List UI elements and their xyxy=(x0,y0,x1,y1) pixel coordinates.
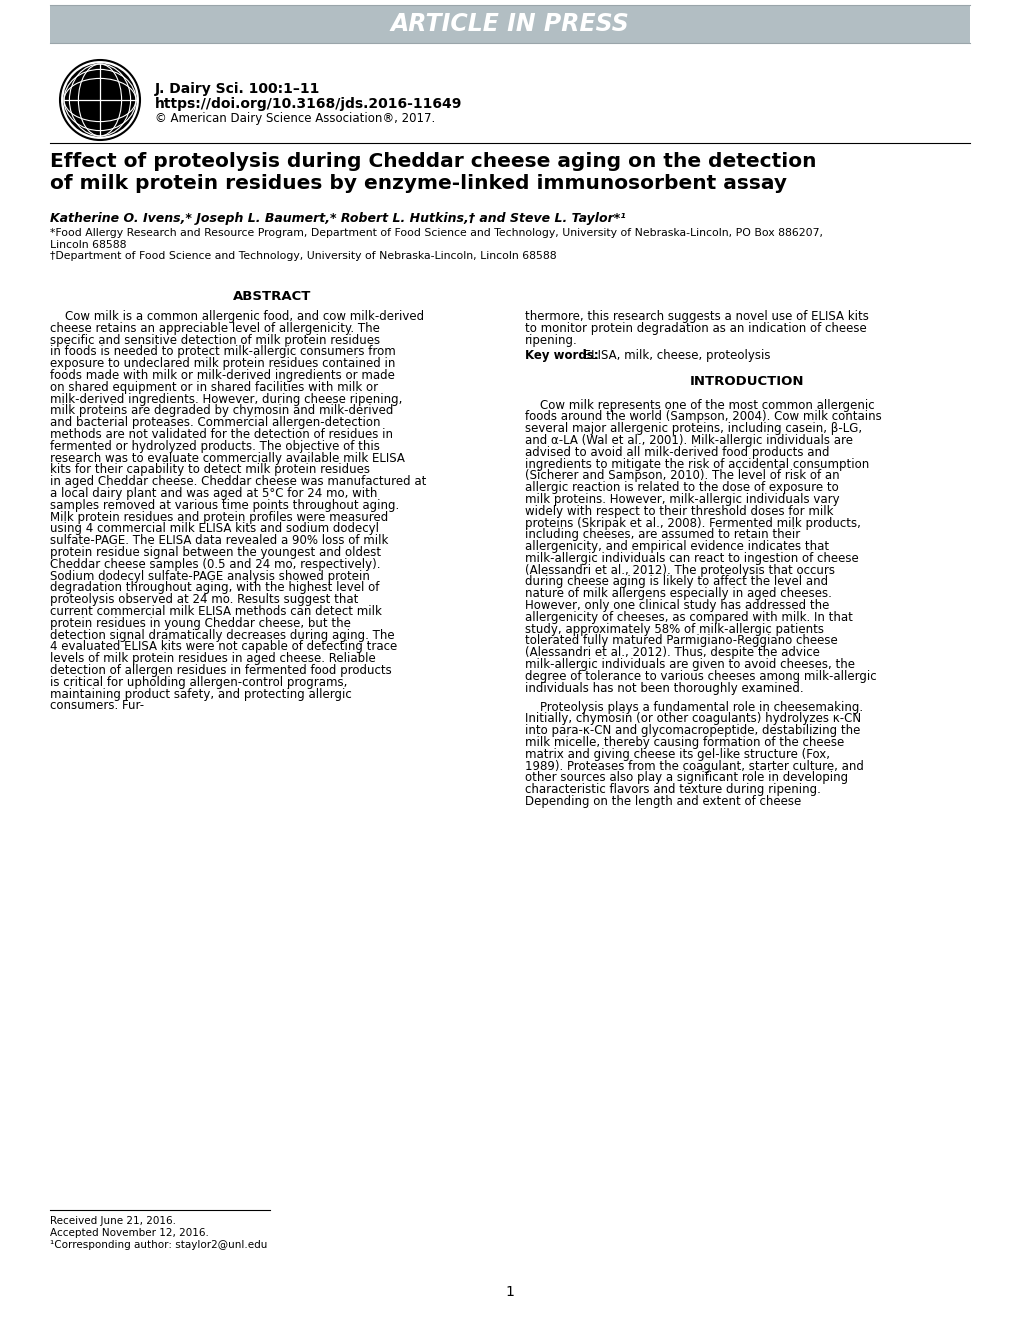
Text: detection of allergen residues in fermented food products: detection of allergen residues in fermen… xyxy=(50,664,391,677)
Text: foods made with milk or milk-derived ingredients or made: foods made with milk or milk-derived ing… xyxy=(50,370,394,381)
Text: Proteolysis plays a fundamental role in cheesemaking.: Proteolysis plays a fundamental role in … xyxy=(525,701,862,714)
Text: including cheeses, are assumed to retain their: including cheeses, are assumed to retain… xyxy=(525,528,800,541)
Text: 4 evaluated ELISA kits were not capable of detecting trace: 4 evaluated ELISA kits were not capable … xyxy=(50,640,396,653)
Text: © American Dairy Science Association®, 2017.: © American Dairy Science Association®, 2… xyxy=(155,112,435,125)
Text: milk proteins are degraded by chymosin and milk-derived: milk proteins are degraded by chymosin a… xyxy=(50,404,393,417)
Text: ARTICLE IN PRESS: ARTICLE IN PRESS xyxy=(390,12,629,36)
Text: degree of tolerance to various cheeses among milk-allergic: degree of tolerance to various cheeses a… xyxy=(525,669,875,682)
Text: (Alessandri et al., 2012). Thus, despite the advice: (Alessandri et al., 2012). Thus, despite… xyxy=(525,647,819,659)
Text: advised to avoid all milk-derived food products and: advised to avoid all milk-derived food p… xyxy=(525,446,828,459)
Text: protein residue signal between the youngest and oldest: protein residue signal between the young… xyxy=(50,546,381,558)
Text: milk micelle, thereby causing formation of the cheese: milk micelle, thereby causing formation … xyxy=(525,737,844,748)
Text: sulfate-PAGE. The ELISA data revealed a 90% loss of milk: sulfate-PAGE. The ELISA data revealed a … xyxy=(50,535,388,548)
Text: milk-allergic individuals can react to ingestion of cheese: milk-allergic individuals can react to i… xyxy=(525,552,858,565)
Text: current commercial milk ELISA methods can detect milk: current commercial milk ELISA methods ca… xyxy=(50,605,381,618)
Text: widely with respect to their threshold doses for milk: widely with respect to their threshold d… xyxy=(525,504,833,517)
Circle shape xyxy=(64,63,136,136)
Text: a local dairy plant and was aged at 5°C for 24 mo, with: a local dairy plant and was aged at 5°C … xyxy=(50,487,377,500)
Text: ABSTRACT: ABSTRACT xyxy=(233,290,312,304)
Text: allergenicity of cheeses, as compared with milk. In that: allergenicity of cheeses, as compared wi… xyxy=(525,611,852,624)
Text: †Department of Food Science and Technology, University of Nebraska-Lincoln, Linc: †Department of Food Science and Technolo… xyxy=(50,251,556,261)
Text: in aged Cheddar cheese. Cheddar cheese was manufactured at: in aged Cheddar cheese. Cheddar cheese w… xyxy=(50,475,426,488)
Text: degradation throughout aging, with the highest level of: degradation throughout aging, with the h… xyxy=(50,581,379,594)
Text: methods are not validated for the detection of residues in: methods are not validated for the detect… xyxy=(50,428,392,441)
Text: milk-allergic individuals are given to avoid cheeses, the: milk-allergic individuals are given to a… xyxy=(525,659,854,671)
Text: 1: 1 xyxy=(505,1284,514,1299)
Text: several major allergenic proteins, including casein, β-LG,: several major allergenic proteins, inclu… xyxy=(525,422,861,436)
Text: allergenicity, and empirical evidence indicates that: allergenicity, and empirical evidence in… xyxy=(525,540,828,553)
Text: in foods is needed to protect milk-allergic consumers from: in foods is needed to protect milk-aller… xyxy=(50,346,395,359)
Text: Lincoln 68588: Lincoln 68588 xyxy=(50,240,126,249)
Text: (Alessandri et al., 2012). The proteolysis that occurs: (Alessandri et al., 2012). The proteolys… xyxy=(525,564,835,577)
Text: matrix and giving cheese its gel-like structure (Fox,: matrix and giving cheese its gel-like st… xyxy=(525,747,829,760)
Text: consumers. Fur-: consumers. Fur- xyxy=(50,700,144,713)
Bar xyxy=(50,5,969,44)
Text: milk proteins. However, milk-allergic individuals vary: milk proteins. However, milk-allergic in… xyxy=(525,492,839,506)
Text: INTRODUCTION: INTRODUCTION xyxy=(690,375,804,388)
Text: (Sicherer and Sampson, 2010). The level of risk of an: (Sicherer and Sampson, 2010). The level … xyxy=(525,470,839,482)
Text: nature of milk allergens especially in aged cheeses.: nature of milk allergens especially in a… xyxy=(525,587,832,601)
Text: cheese retains an appreciable level of allergenicity. The: cheese retains an appreciable level of a… xyxy=(50,322,379,335)
Text: research was to evaluate commercially available milk ELISA: research was to evaluate commercially av… xyxy=(50,451,405,465)
Text: milk-derived ingredients. However, during cheese ripening,: milk-derived ingredients. However, durin… xyxy=(50,392,401,405)
Text: ¹Corresponding author: staylor2@unl.edu: ¹Corresponding author: staylor2@unl.edu xyxy=(50,1239,267,1250)
Text: and bacterial proteases. Commercial allergen-detection: and bacterial proteases. Commercial alle… xyxy=(50,416,380,429)
Text: specific and sensitive detection of milk protein residues: specific and sensitive detection of milk… xyxy=(50,334,380,347)
Text: other sources also play a significant role in developing: other sources also play a significant ro… xyxy=(525,771,847,784)
Text: maintaining product safety, and protecting allergic: maintaining product safety, and protecti… xyxy=(50,688,352,701)
Text: into para-κ-CN and glycomacropeptide, destabilizing the: into para-κ-CN and glycomacropeptide, de… xyxy=(525,725,860,737)
Text: protein residues in young Cheddar cheese, but the: protein residues in young Cheddar cheese… xyxy=(50,616,351,630)
Text: to monitor protein degradation as an indication of cheese: to monitor protein degradation as an ind… xyxy=(525,322,866,335)
Text: Cow milk is a common allergenic food, and cow milk-derived: Cow milk is a common allergenic food, an… xyxy=(50,310,424,323)
Text: Effect of proteolysis during Cheddar cheese aging on the detection: Effect of proteolysis during Cheddar che… xyxy=(50,152,815,172)
Text: foods around the world (Sampson, 2004). Cow milk contains: foods around the world (Sampson, 2004). … xyxy=(525,411,880,424)
Text: individuals has not been thoroughly examined.: individuals has not been thoroughly exam… xyxy=(525,681,803,694)
Text: allergic reaction is related to the dose of exposure to: allergic reaction is related to the dose… xyxy=(525,480,838,494)
Text: *Food Allergy Research and Resource Program, Department of Food Science and Tech: *Food Allergy Research and Resource Prog… xyxy=(50,228,822,238)
Text: exposure to undeclared milk protein residues contained in: exposure to undeclared milk protein resi… xyxy=(50,358,395,370)
Text: is critical for upholding allergen-control programs,: is critical for upholding allergen-contr… xyxy=(50,676,347,689)
Text: Initially, chymosin (or other coagulants) hydrolyzes κ-CN: Initially, chymosin (or other coagulants… xyxy=(525,713,860,726)
Text: J. Dairy Sci. 100:1–11: J. Dairy Sci. 100:1–11 xyxy=(155,82,320,96)
Text: Sodium dodecyl sulfate-PAGE analysis showed protein: Sodium dodecyl sulfate-PAGE analysis sho… xyxy=(50,570,370,582)
Text: Received June 21, 2016.: Received June 21, 2016. xyxy=(50,1216,176,1226)
Text: Depending on the length and extent of cheese: Depending on the length and extent of ch… xyxy=(525,795,801,808)
Text: proteolysis observed at 24 mo. Results suggest that: proteolysis observed at 24 mo. Results s… xyxy=(50,593,358,606)
Text: of milk protein residues by enzyme-linked immunosorbent assay: of milk protein residues by enzyme-linke… xyxy=(50,174,787,193)
Text: using 4 commercial milk ELISA kits and sodium dodecyl: using 4 commercial milk ELISA kits and s… xyxy=(50,523,379,536)
Text: 1989). Proteases from the coagulant, starter culture, and: 1989). Proteases from the coagulant, sta… xyxy=(525,759,863,772)
Text: Accepted November 12, 2016.: Accepted November 12, 2016. xyxy=(50,1228,209,1238)
Text: samples removed at various time points throughout aging.: samples removed at various time points t… xyxy=(50,499,398,512)
Text: and α-LA (Wal et al., 2001). Milk-allergic individuals are: and α-LA (Wal et al., 2001). Milk-allerg… xyxy=(525,434,852,447)
Text: characteristic flavors and texture during ripening.: characteristic flavors and texture durin… xyxy=(525,783,820,796)
Text: Milk protein residues and protein profiles were measured: Milk protein residues and protein profil… xyxy=(50,511,388,524)
Text: Cheddar cheese samples (0.5 and 24 mo, respectively).: Cheddar cheese samples (0.5 and 24 mo, r… xyxy=(50,558,380,570)
Text: ripening.: ripening. xyxy=(525,334,577,347)
Text: ELISA, milk, cheese, proteolysis: ELISA, milk, cheese, proteolysis xyxy=(580,348,769,362)
Text: detection signal dramatically decreases during aging. The: detection signal dramatically decreases … xyxy=(50,628,394,642)
Text: Cow milk represents one of the most common allergenic: Cow milk represents one of the most comm… xyxy=(525,399,873,412)
Text: fermented or hydrolyzed products. The objective of this: fermented or hydrolyzed products. The ob… xyxy=(50,440,379,453)
Text: kits for their capability to detect milk protein residues: kits for their capability to detect milk… xyxy=(50,463,370,477)
Text: levels of milk protein residues in aged cheese. Reliable: levels of milk protein residues in aged … xyxy=(50,652,375,665)
Text: Key words:: Key words: xyxy=(525,348,598,362)
Text: thermore, this research suggests a novel use of ELISA kits: thermore, this research suggests a novel… xyxy=(525,310,868,323)
Text: However, only one clinical study has addressed the: However, only one clinical study has add… xyxy=(525,599,828,612)
Text: https://doi.org/10.3168/jds.2016-11649: https://doi.org/10.3168/jds.2016-11649 xyxy=(155,96,462,111)
Text: on shared equipment or in shared facilities with milk or: on shared equipment or in shared facilit… xyxy=(50,380,378,393)
Text: tolerated fully matured Parmigiano-Reggiano cheese: tolerated fully matured Parmigiano-Reggi… xyxy=(525,635,837,648)
Text: study, approximately 58% of milk-allergic patients: study, approximately 58% of milk-allergi… xyxy=(525,623,823,636)
Text: ingredients to mitigate the risk of accidental consumption: ingredients to mitigate the risk of acci… xyxy=(525,458,868,470)
Text: proteins (Skripak et al., 2008). Fermented milk products,: proteins (Skripak et al., 2008). Ferment… xyxy=(525,516,860,529)
Text: Katherine O. Ivens,* Joseph L. Baumert,* Robert L. Hutkins,† and Steve L. Taylor: Katherine O. Ivens,* Joseph L. Baumert,*… xyxy=(50,213,625,224)
Text: during cheese aging is likely to affect the level and: during cheese aging is likely to affect … xyxy=(525,576,827,589)
